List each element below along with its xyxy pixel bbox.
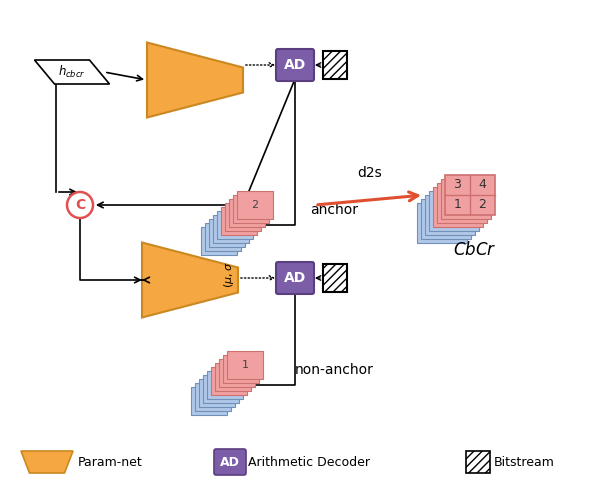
Text: 4: 4 — [478, 178, 486, 192]
Bar — [233, 195, 269, 223]
Bar — [217, 211, 253, 239]
Text: $CbCr$: $CbCr$ — [453, 241, 497, 259]
Bar — [441, 179, 491, 219]
Text: 3: 3 — [454, 178, 462, 192]
Bar — [323, 51, 347, 79]
Bar — [221, 207, 257, 235]
Bar — [215, 363, 251, 391]
Polygon shape — [21, 451, 73, 473]
Bar — [201, 227, 237, 255]
Bar — [225, 203, 261, 231]
Bar — [323, 264, 347, 292]
Text: AD: AD — [284, 271, 306, 285]
Bar — [191, 387, 227, 415]
Text: 1: 1 — [454, 198, 462, 212]
Bar — [211, 367, 247, 395]
Text: Param-net: Param-net — [78, 456, 142, 468]
Text: non-anchor: non-anchor — [295, 363, 374, 377]
Bar — [199, 379, 235, 407]
Text: AD: AD — [284, 58, 306, 72]
Text: Arithmetic Decoder: Arithmetic Decoder — [248, 456, 370, 468]
Bar — [223, 355, 259, 383]
Bar — [207, 371, 243, 399]
Text: $h_{cbcr}$: $h_{cbcr}$ — [58, 64, 86, 80]
Bar — [209, 219, 245, 247]
Bar — [433, 187, 483, 227]
Bar — [229, 199, 265, 227]
Bar — [417, 203, 467, 243]
FancyBboxPatch shape — [276, 49, 314, 81]
FancyBboxPatch shape — [276, 262, 314, 294]
Bar — [437, 183, 487, 223]
Text: C: C — [75, 198, 85, 212]
Text: d2s: d2s — [357, 166, 382, 180]
Bar — [203, 375, 239, 403]
FancyBboxPatch shape — [214, 449, 246, 475]
Polygon shape — [147, 43, 243, 118]
Bar — [466, 451, 490, 473]
Bar — [237, 191, 273, 219]
Text: Bitstream: Bitstream — [494, 456, 555, 468]
Bar — [205, 223, 241, 251]
Bar — [429, 191, 479, 231]
Polygon shape — [142, 243, 238, 318]
Polygon shape — [34, 60, 109, 84]
Bar — [421, 199, 471, 239]
Bar — [219, 359, 255, 387]
Bar — [445, 175, 495, 215]
Text: 2: 2 — [478, 198, 486, 212]
Text: 2: 2 — [252, 200, 258, 210]
Bar — [195, 383, 231, 411]
Circle shape — [67, 192, 93, 218]
Text: $(\mu, \sigma$: $(\mu, \sigma$ — [222, 262, 236, 288]
Bar — [213, 215, 249, 243]
Text: anchor: anchor — [310, 203, 358, 217]
Bar — [425, 195, 475, 235]
Text: 1: 1 — [241, 360, 249, 370]
Bar — [227, 351, 263, 379]
Text: AD: AD — [220, 456, 240, 468]
